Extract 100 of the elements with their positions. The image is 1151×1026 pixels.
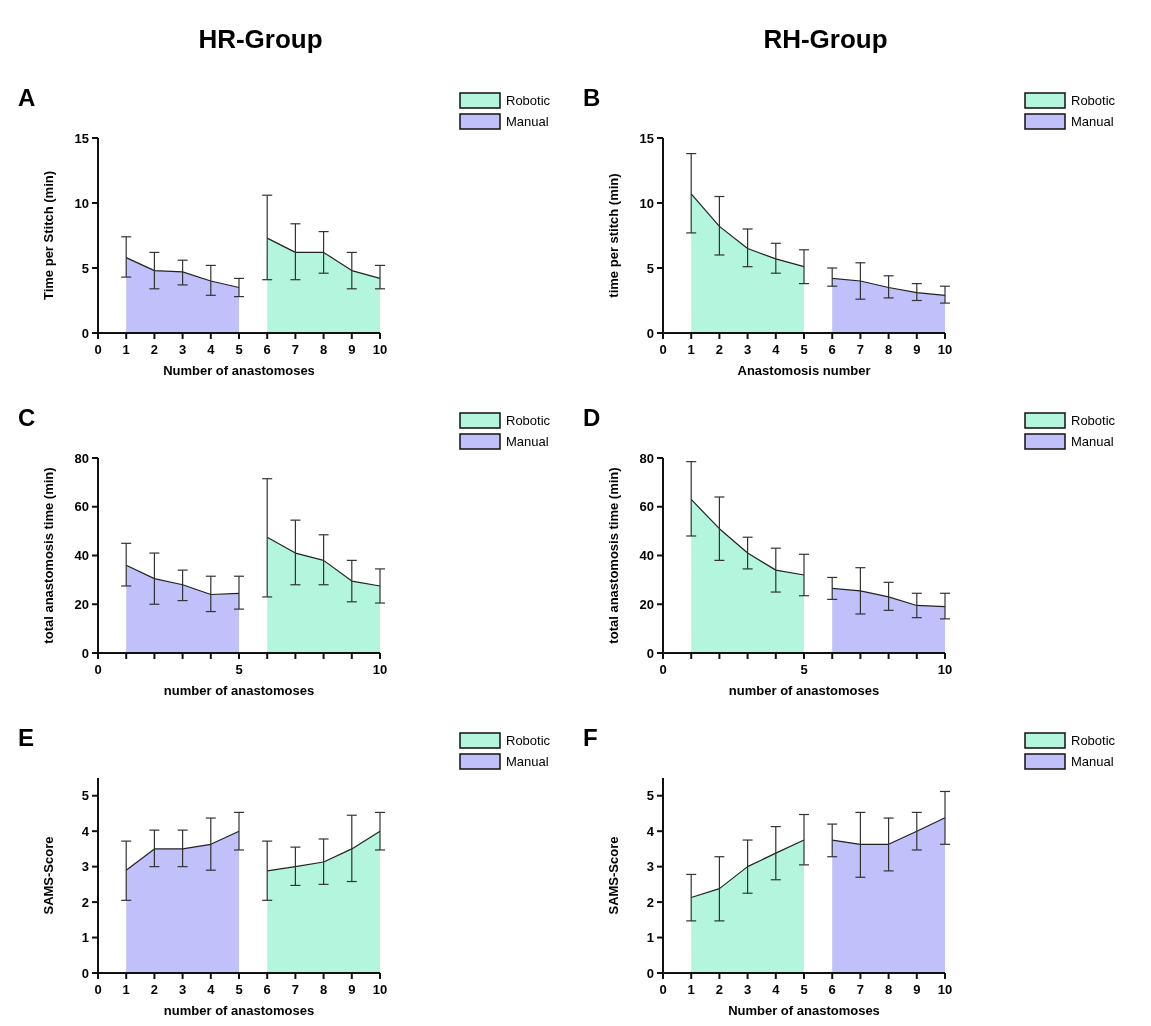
x-tick-label: 8 (884, 982, 893, 997)
x-tick-label: 7 (856, 982, 865, 997)
y-tick-label: 0 (81, 645, 89, 661)
x-tick-label: 6 (828, 982, 836, 997)
y-tick-label: 1 (81, 930, 89, 946)
x-tick-label: 8 (884, 342, 893, 357)
x-tick-label: 0 (659, 982, 667, 997)
legend-label: Manual (506, 434, 549, 449)
chart-title: D (583, 404, 601, 431)
legend-label: Robotic (506, 413, 551, 428)
legend-label: Robotic (506, 93, 551, 108)
x-tick-label: 3 (178, 342, 187, 357)
y-tick-label: 15 (639, 130, 654, 146)
chart-subtitle: RH-Group (763, 24, 888, 54)
y-tick-label: 0 (81, 965, 89, 981)
x-tick-label: 10 (372, 982, 388, 997)
y-tick-label: 4 (81, 823, 90, 839)
x-tick-label: 2 (715, 342, 724, 357)
legend-label: Robotic (1071, 413, 1116, 428)
x-tick-label: 10 (937, 662, 953, 677)
x-tick-label: 9 (348, 342, 356, 357)
x-tick-label: 9 (913, 982, 921, 997)
legend-label: Robotic (1071, 93, 1116, 108)
y-tick-label: 0 (646, 325, 654, 341)
x-tick-label: 5 (800, 342, 808, 357)
y-tick-label: 80 (74, 450, 89, 466)
y-tick-label: 0 (646, 645, 654, 661)
y-axis-title: SAMS-Score (606, 836, 621, 915)
legend-label: Manual (506, 114, 549, 129)
x-tick-label: 0 (94, 342, 102, 357)
x-tick-label: 5 (235, 342, 243, 357)
x-tick-label: 3 (743, 982, 752, 997)
y-tick-label: 2 (646, 894, 654, 910)
x-tick-label: 10 (937, 342, 953, 357)
x-tick-label: 7 (856, 342, 865, 357)
chart-title: E (18, 724, 35, 751)
x-tick-label: 4 (207, 342, 216, 357)
y-tick-label: 4 (646, 823, 655, 839)
y-tick-label: 80 (639, 450, 654, 466)
y-tick-label: 0 (646, 965, 654, 981)
y-tick-label: 1 (646, 930, 654, 946)
x-tick-label: 0 (659, 662, 667, 677)
x-axis-title: Number of anastomoses (728, 1003, 880, 1018)
x-tick-label: 2 (150, 342, 159, 357)
x-tick-label: 5 (235, 662, 243, 677)
x-tick-label: 5 (235, 982, 243, 997)
x-tick-label: 6 (263, 342, 271, 357)
x-tick-label: 0 (94, 982, 102, 997)
x-tick-label: 4 (207, 982, 216, 997)
chart-title: F (583, 724, 598, 751)
x-tick-label: 3 (178, 982, 187, 997)
x-tick-label: 3 (743, 342, 752, 357)
legend-label: Manual (1071, 114, 1114, 129)
x-tick-label: 9 (348, 982, 356, 997)
legend-label: Robotic (506, 733, 551, 748)
y-tick-label: 60 (639, 499, 654, 515)
y-axis-title: total anastomosis time (min) (606, 467, 621, 644)
y-axis-title: SAMS-Score (41, 836, 56, 915)
chart-title: B (583, 84, 601, 111)
y-axis-title: Time per Stitch (min) (41, 170, 56, 301)
y-axis-title: time per stitch (min) (606, 173, 621, 298)
y-tick-label: 60 (74, 499, 89, 515)
x-axis-title: number of anastomoses (728, 683, 880, 698)
chart-subtitle: HR-Group (198, 24, 323, 54)
x-tick-label: 6 (263, 982, 271, 997)
chart-title: A (18, 84, 36, 111)
x-tick-label: 6 (828, 342, 836, 357)
x-tick-label: 1 (687, 982, 695, 997)
chart-title: C (18, 404, 36, 431)
legend-label: Manual (1071, 754, 1114, 769)
x-tick-label: 10 (372, 342, 388, 357)
y-tick-label: 15 (74, 130, 89, 146)
y-tick-label: 0 (81, 325, 89, 341)
x-tick-label: 7 (291, 982, 300, 997)
x-tick-label: 9 (913, 342, 921, 357)
y-axis-title: total anastomosis time (min) (41, 467, 56, 644)
x-tick-label: 5 (800, 982, 808, 997)
y-tick-label: 5 (81, 788, 89, 804)
x-tick-label: 4 (772, 982, 781, 997)
x-axis-title: number of anastomoses (163, 683, 315, 698)
y-tick-label: 40 (74, 548, 89, 564)
y-tick-label: 3 (81, 859, 89, 875)
x-tick-label: 1 (122, 342, 130, 357)
x-tick-label: 8 (319, 342, 328, 357)
x-tick-label: 7 (291, 342, 300, 357)
y-tick-label: 10 (639, 195, 654, 211)
x-axis-title: Anastomosis number (737, 363, 871, 378)
y-tick-label: 5 (646, 788, 654, 804)
y-tick-label: 3 (646, 859, 654, 875)
x-tick-label: 5 (800, 662, 808, 677)
x-tick-label: 10 (372, 662, 388, 677)
y-tick-label: 5 (646, 260, 654, 276)
x-tick-label: 4 (772, 342, 781, 357)
x-tick-label: 0 (659, 342, 667, 357)
x-axis-title: number of anastomoses (163, 1003, 315, 1018)
x-tick-label: 0 (94, 662, 102, 677)
legend-label: Manual (506, 754, 549, 769)
y-tick-label: 2 (81, 894, 89, 910)
x-tick-label: 8 (319, 982, 328, 997)
y-tick-label: 20 (74, 596, 89, 612)
